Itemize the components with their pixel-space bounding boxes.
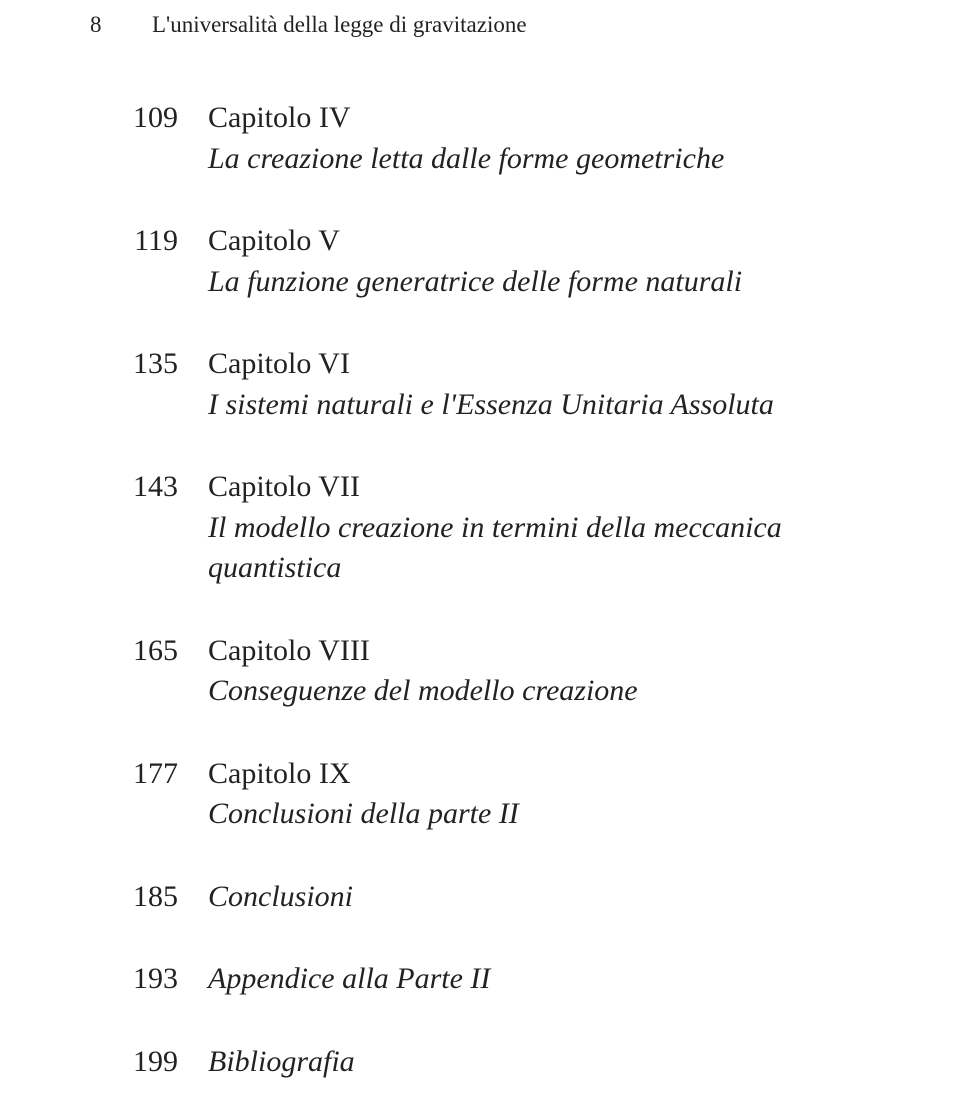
toc-page-number: 199 xyxy=(90,1042,208,1083)
toc-title: Capitolo VI xyxy=(208,344,860,385)
toc-page-number: 193 xyxy=(90,959,208,1000)
table-of-contents: 109 Capitolo IV La creazione letta dalle… xyxy=(90,98,860,1082)
toc-text: Capitolo VI I sistemi naturali e l'Essen… xyxy=(208,344,860,425)
toc-subtitle: Conclusioni della parte II xyxy=(208,794,860,835)
running-header: 8 L'universalità della legge di gravitaz… xyxy=(90,0,860,48)
toc-entry: 135 Capitolo VI I sistemi naturali e l'E… xyxy=(90,344,860,425)
toc-title: Capitolo V xyxy=(208,221,860,262)
toc-page-number: 185 xyxy=(90,877,208,918)
toc-text: Capitolo IX Conclusioni della parte II xyxy=(208,754,860,835)
toc-title: Capitolo VII xyxy=(208,467,860,508)
header-running-title: L'universalità della legge di gravitazio… xyxy=(140,12,860,38)
toc-text: Capitolo VII Il modello creazione in ter… xyxy=(208,467,860,589)
toc-text: Capitolo V La funzione generatrice delle… xyxy=(208,221,860,302)
toc-page-number: 109 xyxy=(90,98,208,139)
toc-page-number: 135 xyxy=(90,344,208,385)
toc-entry: 119 Capitolo V La funzione generatrice d… xyxy=(90,221,860,302)
toc-text: Conclusioni xyxy=(208,877,860,918)
toc-entry: 199 Bibliografia xyxy=(90,1042,860,1083)
toc-subtitle: La funzione generatrice delle forme natu… xyxy=(208,262,860,303)
toc-subtitle: La creazione letta dalle forme geometric… xyxy=(208,139,860,180)
toc-entry: 143 Capitolo VII Il modello creazione in… xyxy=(90,467,860,589)
toc-entry: 109 Capitolo IV La creazione letta dalle… xyxy=(90,98,860,179)
toc-page-number: 119 xyxy=(90,221,208,262)
toc-entry: 165 Capitolo VIII Conseguenze del modell… xyxy=(90,631,860,712)
toc-page-number: 177 xyxy=(90,754,208,795)
toc-entry: 185 Conclusioni xyxy=(90,877,860,918)
toc-title: Capitolo VIII xyxy=(208,631,860,672)
toc-text: Capitolo IV La creazione letta dalle for… xyxy=(208,98,860,179)
toc-text: Capitolo VIII Conseguenze del modello cr… xyxy=(208,631,860,712)
toc-title: Capitolo IX xyxy=(208,754,860,795)
toc-subtitle: Il modello creazione in termini della me… xyxy=(208,508,860,589)
toc-text: Appendice alla Parte II xyxy=(208,959,860,1000)
header-page-number: 8 xyxy=(90,12,140,38)
toc-title: Bibliografia xyxy=(208,1042,860,1083)
toc-text: Bibliografia xyxy=(208,1042,860,1083)
toc-entry: 193 Appendice alla Parte II xyxy=(90,959,860,1000)
toc-title: Conclusioni xyxy=(208,877,860,918)
toc-subtitle: I sistemi naturali e l'Essenza Unitaria … xyxy=(208,385,860,426)
toc-entry: 177 Capitolo IX Conclusioni della parte … xyxy=(90,754,860,835)
toc-title: Appendice alla Parte II xyxy=(208,959,860,1000)
toc-page-number: 143 xyxy=(90,467,208,508)
toc-title: Capitolo IV xyxy=(208,98,860,139)
page: 8 L'universalità della legge di gravitaz… xyxy=(0,0,960,1095)
toc-subtitle: Conseguenze del modello creazione xyxy=(208,671,860,712)
toc-page-number: 165 xyxy=(90,631,208,672)
